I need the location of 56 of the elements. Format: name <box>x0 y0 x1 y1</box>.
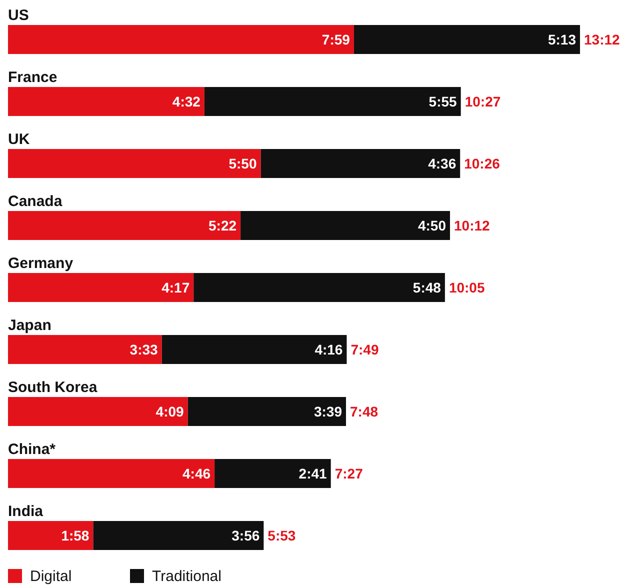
y-tick-label: UK <box>8 131 30 148</box>
bar <box>8 25 354 54</box>
bar <box>214 459 331 488</box>
bar <box>8 87 204 116</box>
data-label: 3:33 <box>130 342 158 358</box>
data-label: 4:32 <box>172 94 201 110</box>
total-label: 7:48 <box>350 404 378 420</box>
bar <box>8 335 162 364</box>
bar <box>240 211 450 240</box>
bar <box>260 149 460 178</box>
data-label: 4:36 <box>428 156 456 172</box>
bar <box>8 521 94 550</box>
data-label: 4:16 <box>314 342 343 358</box>
total-label: 7:27 <box>334 466 364 482</box>
bar <box>8 459 215 488</box>
data-label: 4:09 <box>156 404 184 420</box>
total-label: 10:27 <box>464 94 501 110</box>
bar <box>204 87 461 116</box>
y-tick-label: Germany <box>8 255 74 272</box>
data-label: 1:58 <box>61 528 90 544</box>
data-label: 5:48 <box>412 280 442 296</box>
bar <box>8 273 194 302</box>
data-label: 3:56 <box>232 528 260 544</box>
legend-label: Traditional <box>152 568 222 585</box>
y-tick-label: France <box>8 69 58 86</box>
bar <box>8 397 188 426</box>
bar <box>8 211 241 240</box>
y-tick-label: South Korea <box>8 379 98 396</box>
bar <box>354 25 580 54</box>
y-tick-label: Japan <box>8 317 52 334</box>
total-label: 10:12 <box>454 218 490 234</box>
data-label: 4:50 <box>418 218 446 234</box>
bar <box>188 397 346 426</box>
data-label: 5:22 <box>208 218 237 234</box>
y-tick-label: US <box>8 7 29 24</box>
bar <box>93 521 264 550</box>
bar <box>8 149 261 178</box>
data-label: 2:41 <box>298 466 328 482</box>
bar <box>194 273 445 302</box>
y-tick-label: Canada <box>8 193 63 210</box>
total-label: 7:49 <box>350 342 379 358</box>
data-label: 7:59 <box>322 32 350 48</box>
data-label: 5:55 <box>428 94 458 110</box>
data-label: 5:13 <box>548 32 576 48</box>
data-label: 4:46 <box>182 466 211 482</box>
total-label: 13:12 <box>584 32 620 48</box>
data-label: 3:39 <box>314 404 342 420</box>
data-label: 4:17 <box>162 280 190 296</box>
y-tick-label: India <box>8 503 44 520</box>
total-label: 10:05 <box>448 280 485 296</box>
bar <box>162 335 347 364</box>
legend-label: Digital <box>30 568 72 585</box>
total-label: 10:26 <box>464 156 500 172</box>
y-tick-label: China* <box>8 441 56 458</box>
total-label: 5:53 <box>268 528 296 544</box>
data-label: 5:50 <box>228 156 257 172</box>
